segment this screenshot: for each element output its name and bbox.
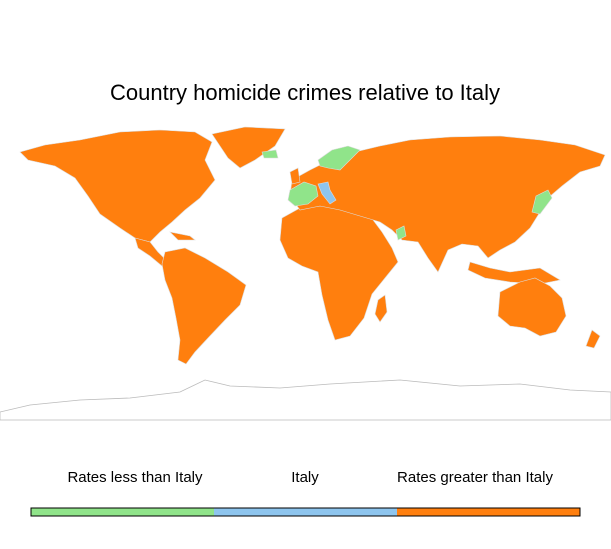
australia xyxy=(497,277,567,337)
iberia-france xyxy=(287,181,319,207)
legend-label: Rates greater than Italy xyxy=(397,469,553,486)
legend: Rates less than Italy Italy Rates greater … xyxy=(30,469,581,517)
italy xyxy=(317,181,337,205)
north-america xyxy=(19,129,216,243)
japan xyxy=(531,189,553,215)
map-title: Country homicide crimes relative to Ital… xyxy=(110,80,500,105)
south-america xyxy=(161,247,247,365)
legend-swatch xyxy=(214,508,397,516)
legend-swatch xyxy=(397,508,580,516)
eurasia xyxy=(289,135,606,273)
world-map xyxy=(0,126,611,421)
oman xyxy=(395,225,407,241)
legend-label: Italy xyxy=(291,469,319,486)
greenland xyxy=(211,126,286,169)
uk xyxy=(289,167,301,185)
legend-label: Rates less than Italy xyxy=(67,469,203,486)
new-zealand xyxy=(585,329,601,349)
legend-swatch xyxy=(31,508,214,516)
caribbean xyxy=(169,231,196,241)
madagascar xyxy=(374,294,388,323)
antarctica xyxy=(0,379,611,421)
legend-frame xyxy=(30,507,581,517)
indonesia xyxy=(467,261,561,285)
scandinavia xyxy=(317,145,361,171)
iceland xyxy=(261,149,279,159)
